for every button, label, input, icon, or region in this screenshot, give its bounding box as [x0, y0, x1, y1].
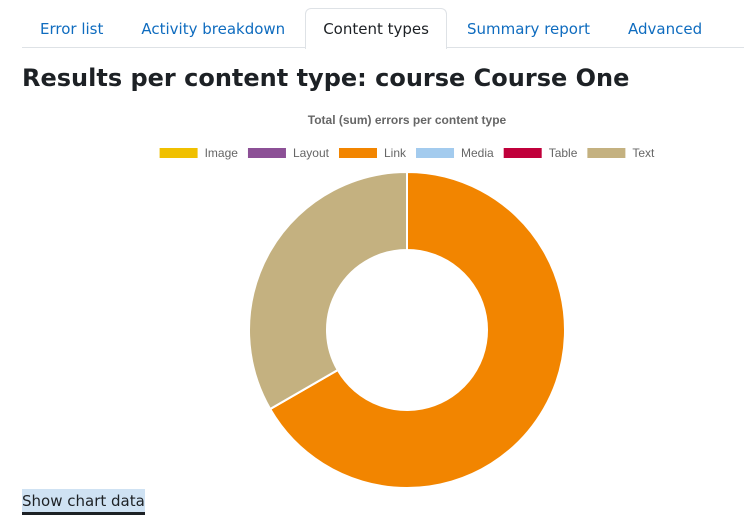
tab[interactable]: Activity breakdown — [141, 20, 286, 38]
doughnut-segment — [248, 170, 408, 411]
doughnut-segment — [268, 170, 566, 489]
chart: Total (sum) errors per content type Imag… — [159, 113, 655, 489]
legend-swatch — [503, 148, 542, 158]
tab[interactable]: Content types — [305, 8, 447, 49]
legend-swatch — [587, 148, 626, 158]
legend-label: Image — [205, 146, 239, 160]
legend-label: Link — [384, 146, 407, 160]
legend-swatch — [416, 148, 455, 158]
legend-swatch — [338, 148, 377, 158]
tab-bar: Error list Activity breakdown Content type… — [22, 8, 744, 49]
legend-swatch — [159, 148, 198, 158]
legend-swatch — [247, 148, 286, 158]
page-heading: Results per content type: course Course … — [22, 64, 630, 92]
legend-label: Layout — [293, 146, 330, 160]
tab[interactable]: Error list — [40, 20, 104, 38]
tab[interactable]: Advanced — [628, 20, 703, 38]
tab[interactable]: Summary report — [466, 20, 591, 38]
legend-label: Media — [461, 146, 494, 160]
legend-label: Table — [549, 146, 578, 160]
legend-label: Text — [632, 146, 655, 160]
show-chart-data-link[interactable]: Show chart data — [22, 489, 145, 515]
chart-title: Total (sum) errors per content type — [308, 113, 507, 127]
